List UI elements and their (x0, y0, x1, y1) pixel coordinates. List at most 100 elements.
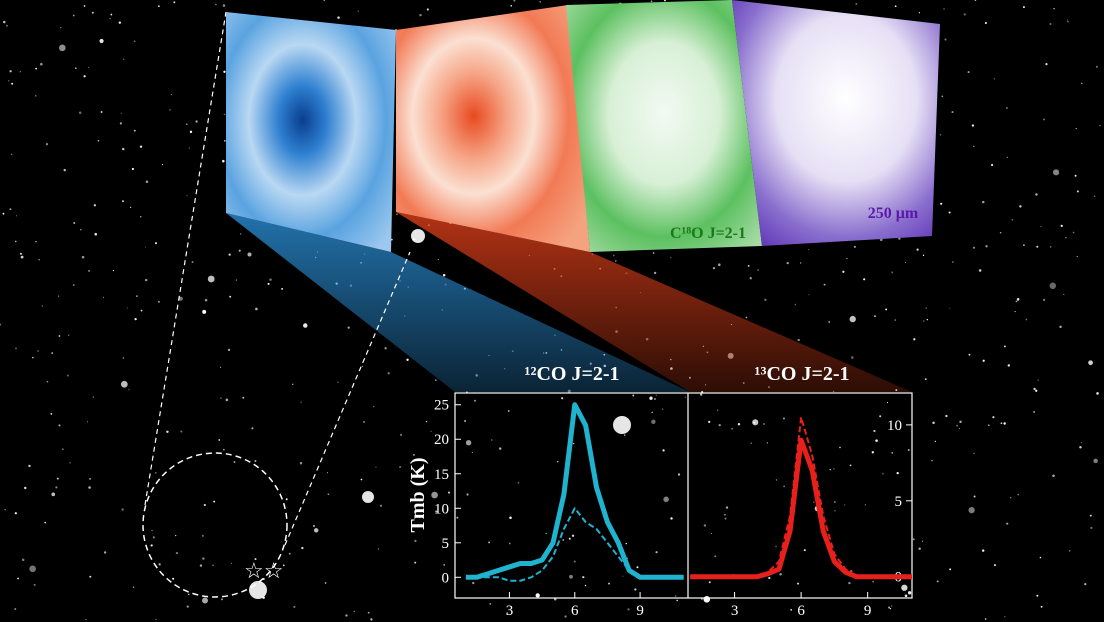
star (853, 245, 856, 248)
star (1049, 282, 1057, 290)
star (0, 323, 2, 326)
star (872, 580, 874, 583)
star (987, 424, 990, 427)
star (757, 269, 759, 271)
star (562, 539, 565, 541)
star (535, 593, 540, 598)
star (103, 551, 107, 554)
star (10, 153, 13, 156)
star (898, 237, 901, 240)
star (885, 308, 888, 311)
star (510, 4, 513, 7)
star (834, 510, 836, 512)
star (907, 591, 912, 595)
star (931, 459, 933, 462)
star (1003, 422, 1006, 425)
star (1088, 360, 1093, 366)
star (313, 528, 319, 533)
star (207, 275, 215, 283)
star (413, 454, 415, 456)
star (97, 140, 100, 142)
star (1052, 474, 1055, 478)
star (225, 398, 229, 402)
star (395, 28, 397, 31)
star (293, 605, 296, 608)
star (437, 259, 439, 261)
star (119, 122, 122, 125)
star (72, 14, 75, 17)
star (102, 296, 105, 299)
star (1015, 300, 1018, 303)
star (362, 365, 364, 367)
star (129, 206, 132, 209)
spectrum-line (690, 437, 912, 580)
star (1011, 218, 1014, 221)
star (924, 378, 927, 380)
star (921, 541, 923, 543)
star (353, 610, 356, 613)
star (1084, 583, 1087, 586)
star (978, 269, 982, 272)
star (650, 0, 653, 3)
star (38, 258, 40, 261)
star (99, 38, 104, 44)
star (173, 1, 176, 4)
star (948, 211, 951, 214)
star (981, 549, 985, 552)
star (14, 512, 17, 515)
star (122, 58, 125, 60)
star (926, 318, 929, 321)
star (406, 358, 409, 361)
star (24, 486, 27, 490)
star (75, 67, 77, 69)
star (4, 508, 6, 511)
star (1090, 526, 1093, 529)
star (55, 486, 58, 489)
star (651, 419, 656, 424)
star (984, 618, 987, 620)
star (882, 473, 884, 475)
star (539, 1, 541, 3)
star (901, 584, 908, 591)
star (675, 595, 677, 597)
star (139, 145, 143, 148)
star (118, 21, 122, 24)
star (958, 428, 960, 430)
star (1093, 458, 1098, 464)
star (1017, 493, 1020, 496)
star (399, 465, 402, 469)
star (456, 516, 459, 519)
star (625, 542, 627, 545)
star (220, 397, 222, 399)
star (971, 124, 975, 127)
star (347, 326, 350, 329)
star (775, 545, 777, 548)
star (169, 109, 171, 111)
star (864, 504, 867, 506)
star (796, 582, 800, 585)
x-tick-label: 9 (864, 603, 872, 619)
star (670, 257, 672, 259)
star (982, 359, 985, 362)
star (227, 348, 231, 352)
star (120, 112, 122, 114)
star (973, 145, 975, 147)
star (573, 560, 576, 563)
star (238, 249, 241, 252)
star (189, 130, 193, 134)
x-tick-label: 3 (731, 603, 739, 619)
star (513, 0, 516, 2)
source-marker: ☆☆ (244, 558, 283, 583)
y-tick-label: 15 (434, 467, 449, 483)
star (491, 439, 493, 441)
star (703, 596, 711, 603)
star (221, 598, 223, 601)
star (1060, 224, 1063, 227)
star (949, 307, 951, 309)
star (1093, 195, 1096, 198)
star (150, 544, 153, 547)
star (1040, 225, 1042, 228)
star (337, 16, 340, 19)
star (717, 409, 719, 411)
